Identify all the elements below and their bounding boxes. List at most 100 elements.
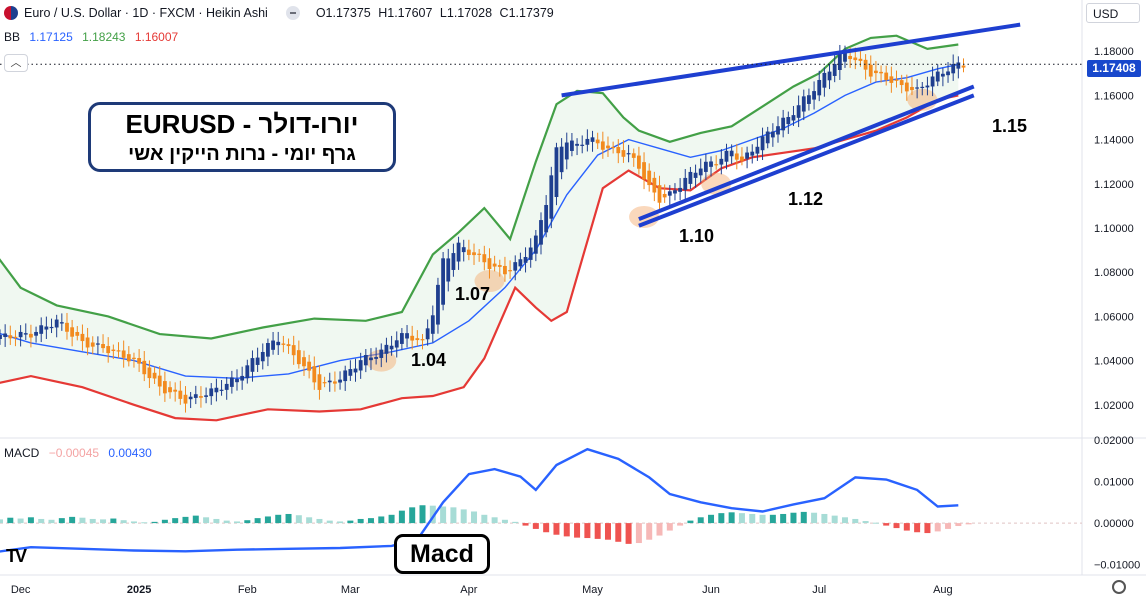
candle-body: [85, 337, 90, 348]
candle-body: [564, 142, 569, 160]
candle-body: [853, 57, 858, 61]
candle-body: [786, 116, 791, 125]
candle-body: [209, 388, 214, 397]
candle-body: [595, 139, 600, 144]
candle-body: [193, 394, 198, 398]
candle-body: [858, 58, 863, 61]
candle-body: [734, 153, 739, 160]
candle-body: [791, 115, 796, 121]
y-tick-label: 1.18000: [1094, 46, 1134, 58]
candle-body: [590, 137, 595, 142]
bb-legend[interactable]: BB 1.17125 1.18243 1.16007: [4, 30, 184, 44]
candle-body: [95, 343, 100, 345]
macd-histogram-bar: [872, 522, 879, 524]
symbol-header[interactable]: Euro / U.S. Dollar · 1D · FXCM · Heikin …: [4, 6, 558, 20]
candle-body: [770, 131, 775, 138]
hide-icon[interactable]: [285, 6, 300, 20]
candle-body: [384, 344, 389, 354]
macd-histogram-bar: [440, 506, 447, 524]
candle-body: [827, 71, 832, 81]
macd-histogram-bar: [347, 520, 354, 524]
macd-histogram-bar: [38, 518, 45, 524]
macd-y-tick-label: −0.01000: [1094, 560, 1140, 572]
y-tick-label: 1.16000: [1094, 90, 1134, 102]
candle-body: [477, 253, 482, 255]
candle-body: [523, 256, 528, 263]
level-label-104: 1.04: [411, 350, 447, 370]
candle-body: [291, 345, 296, 356]
candle-body: [719, 158, 724, 165]
x-tick-label: Feb: [238, 584, 257, 596]
tradingview-logo-icon[interactable]: TV: [6, 546, 27, 566]
candle-body: [740, 156, 744, 161]
symbol-title: Euro / U.S. Dollar · 1D · FXCM · Heikin …: [24, 6, 268, 20]
macd-line-value: 0.00430: [108, 446, 152, 460]
candle-body: [224, 383, 229, 390]
candle-body: [317, 374, 322, 390]
candle-body: [394, 340, 399, 348]
candle-body: [472, 252, 476, 256]
ohlc-low: L1.17028: [439, 6, 493, 20]
macd-histogram-bar: [543, 523, 550, 533]
candle-body: [508, 270, 512, 272]
candle-body: [910, 86, 914, 91]
candle-body: [899, 80, 904, 86]
candle-body: [570, 140, 574, 151]
candle-body: [142, 360, 147, 375]
macd-histogram-bar: [934, 523, 941, 532]
candle-body: [863, 59, 868, 70]
macd-histogram-bar: [800, 511, 807, 524]
candle-body: [8, 335, 13, 339]
macd-histogram-bar: [831, 515, 838, 524]
macd-legend[interactable]: MACD −0.00045 0.00430: [4, 446, 158, 460]
macd-hist-value: −0.00045: [48, 446, 100, 460]
candle-body: [240, 375, 245, 381]
macd-histogram-bar: [192, 515, 199, 524]
candle-body: [348, 369, 353, 376]
gear-icon[interactable]: [1112, 580, 1126, 594]
trendline: [638, 84, 975, 222]
macd-histogram-bar: [635, 523, 642, 544]
candle-body: [250, 358, 255, 372]
candle-body: [219, 389, 224, 391]
candle-body: [652, 177, 657, 193]
candle-body: [884, 72, 889, 81]
candle-body: [503, 265, 507, 275]
candle-body: [3, 333, 8, 338]
candle-body: [600, 141, 605, 150]
macd-histogram-bar: [409, 507, 416, 524]
candle-body: [693, 172, 698, 178]
currency-selector[interactable]: USD: [1086, 3, 1140, 23]
support-zone-marker: [474, 270, 505, 293]
candle-body: [812, 91, 816, 100]
candle-body: [188, 396, 193, 400]
macd-histogram-bar: [914, 523, 921, 533]
bb-fill: [0, 35, 959, 421]
collapse-legend-button[interactable]: ︿: [4, 54, 28, 72]
candle-body: [430, 315, 435, 334]
candle-body: [920, 86, 925, 89]
macd-y-tick-label: 0.01000: [1094, 477, 1134, 489]
candle-body: [266, 343, 270, 357]
candle-body: [925, 85, 930, 88]
candle-body: [65, 322, 69, 332]
macd-histogram-bar: [203, 517, 210, 524]
macd-histogram-bar: [903, 523, 910, 531]
macd-histogram-bar: [326, 520, 333, 524]
candle-body: [147, 367, 152, 379]
candle-body: [492, 263, 497, 267]
macd-y-tick-label: 0.02000: [1094, 435, 1134, 447]
macd-histogram-bar: [491, 517, 498, 524]
candle-body: [327, 380, 332, 383]
candle-body: [807, 95, 811, 104]
ohlc-open: O1.17375: [315, 6, 371, 20]
candle-body: [49, 326, 54, 329]
x-tick-label: Apr: [460, 584, 477, 596]
candle-body: [312, 366, 317, 383]
candle-body: [441, 258, 446, 305]
candle-body: [446, 258, 451, 282]
macd-histogram-bar: [275, 514, 282, 524]
candle-body: [647, 170, 652, 186]
annotation-title: יורו-דולר - EURUSD: [125, 109, 359, 139]
